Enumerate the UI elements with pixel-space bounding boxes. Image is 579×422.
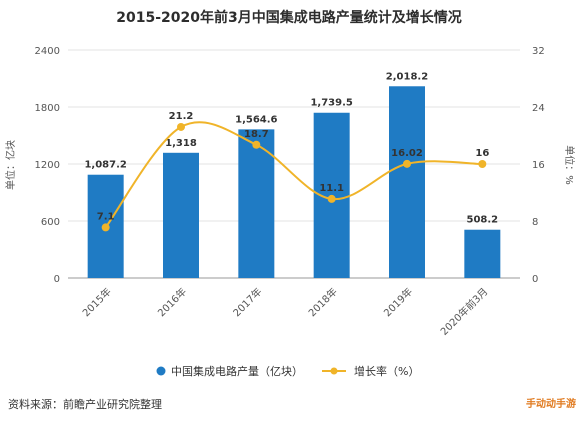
bar-value-label: 1,318 [165, 138, 197, 149]
y-left-ticks: 0 600 1200 1800 2400 [35, 46, 60, 285]
y-right-axis-label: 单位：% [563, 145, 576, 185]
x-tick-label: 2016年 [155, 285, 189, 319]
watermark-logo: 手动动手游 [526, 397, 576, 410]
y-right-tick-label: 16 [532, 160, 545, 171]
growth-point [327, 194, 336, 203]
bar [464, 229, 501, 278]
legend-bar-marker [156, 366, 166, 376]
growth-point [252, 140, 261, 149]
legend-bar-label: 中国集成电路产量（亿块） [171, 364, 303, 378]
gridlines [68, 49, 520, 279]
legend: 中国集成电路产量（亿块） 增长率（%） [156, 364, 419, 378]
bar [163, 152, 199, 278]
y-left-tick-label: 1200 [35, 160, 60, 171]
x-tick-labels: 2015年 2016年 2017年 2018年 2019年 2020年前3月 [80, 285, 491, 338]
bar-data-labels: 1,087.2 1,318 1,564.6 1,739.5 2,018.2 508.2 [84, 71, 498, 225]
y-left-axis-label: 单位：亿块 [4, 140, 17, 190]
x-tick-label: 2017年 [230, 285, 264, 319]
growth-line [104, 121, 483, 229]
growth-point [478, 160, 487, 168]
bar-value-label: 2,018.2 [386, 71, 428, 82]
bar-value-label: 508.2 [467, 215, 499, 226]
y-left-tick-label: 2400 [35, 46, 60, 57]
y-right-tick-label: 0 [532, 274, 538, 285]
growth-point [101, 223, 110, 232]
growth-value-label: 21.2 [169, 111, 194, 122]
growth-value-label: 16 [475, 148, 489, 159]
x-tick-label: 2020年前3月 [438, 285, 491, 338]
y-left-tick-label: 0 [54, 274, 60, 285]
bar [389, 86, 425, 279]
bar-value-label: 1,087.2 [84, 160, 126, 171]
legend-line-label: 增长率（%） [354, 364, 419, 378]
legend-line-marker [330, 367, 338, 375]
y-left-tick-label: 600 [41, 217, 60, 228]
bar-value-label: 1,739.5 [310, 98, 352, 109]
growth-value-label: 18.7 [244, 129, 269, 140]
growth-value-label: 7.1 [97, 211, 115, 222]
bar [238, 129, 275, 278]
source-note: 资料来源：前瞻产业研究院整理 [8, 397, 162, 411]
growth-value-label: 11.1 [319, 183, 344, 194]
y-right-ticks: 0 8 16 24 32 [532, 46, 545, 285]
x-tick-label: 2018年 [306, 285, 340, 319]
y-right-tick-label: 24 [532, 103, 545, 114]
growth-point [403, 159, 411, 168]
bar-value-label: 1,564.6 [235, 114, 277, 125]
x-tick-label: 2015年 [80, 285, 114, 319]
y-right-tick-label: 8 [532, 217, 538, 228]
x-tick-label: 2019年 [381, 285, 415, 319]
growth-point [177, 122, 185, 131]
growth-value-label: 16.02 [391, 148, 423, 159]
line-series: 7.1 21.2 18.7 11.1 16.02 16 [97, 111, 489, 232]
chart-title: 2015-2020年前3月中国集成电路产量统计及增长情况 [116, 9, 461, 26]
bar-series [87, 86, 501, 279]
y-left-tick-label: 1800 [35, 103, 60, 114]
y-right-tick-label: 32 [532, 46, 545, 57]
